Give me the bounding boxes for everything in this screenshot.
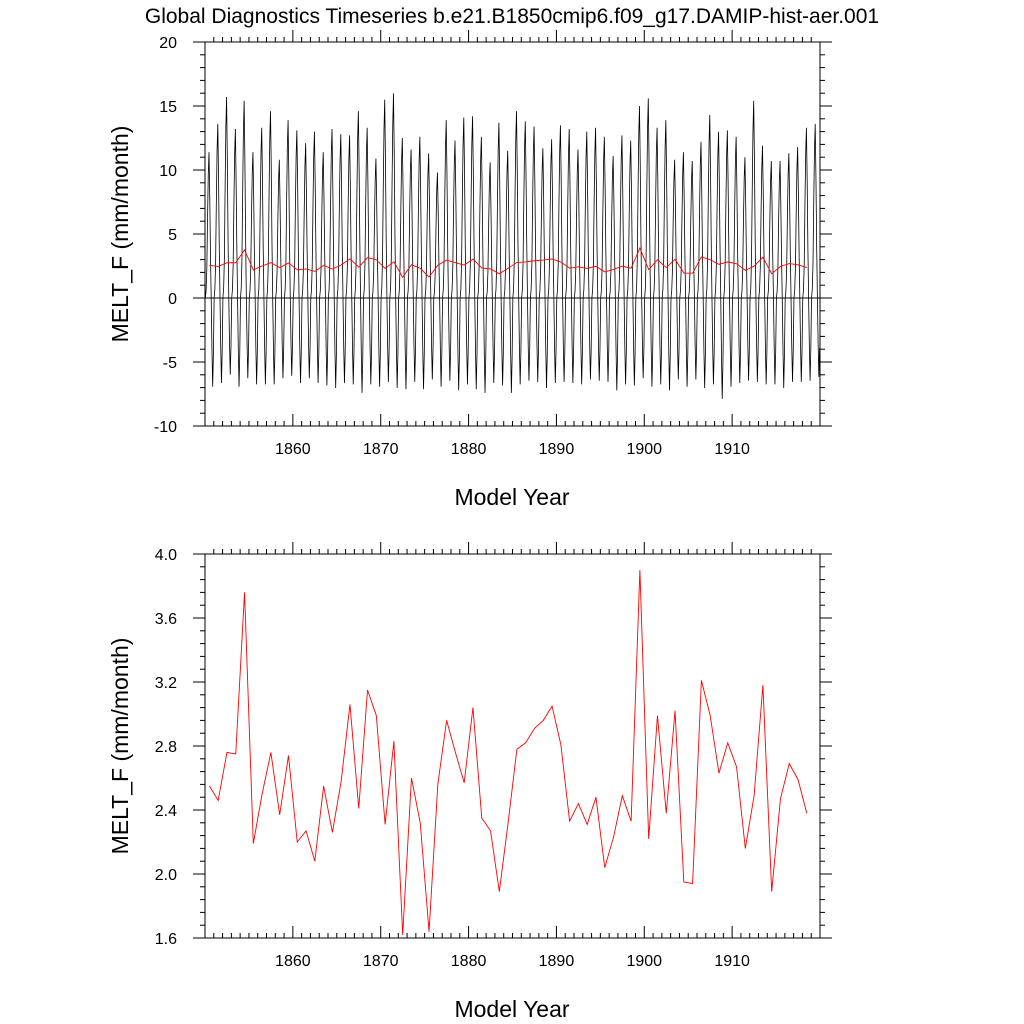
bottom-x-tick-label: 1860 <box>275 953 311 970</box>
bottom-annual-series-line <box>209 569 808 935</box>
top-plot-frame <box>204 41 821 427</box>
top-y-tick-label: 10 <box>159 163 177 180</box>
bottom-x-tick-label: 1900 <box>626 953 662 970</box>
top-y-tick-label: -5 <box>163 355 177 372</box>
top-y-tick-label: 15 <box>159 99 177 116</box>
top-x-tick-label: 1880 <box>451 441 487 458</box>
bottom-y-axis-label: MELT_F (mm/month) <box>107 638 133 855</box>
bottom-y-tick-label: 2.0 <box>155 867 177 884</box>
bottom-y-tick-label: 2.8 <box>155 739 177 756</box>
top-x-tick-label: 1860 <box>275 441 311 458</box>
bottom-x-tick-label: 1880 <box>451 953 487 970</box>
top-panel: 1860 1870 1880 1890 1900 1910 -10 -5 0 5 10 15 20 ME… <box>107 30 832 510</box>
top-y-tick-label: 5 <box>168 227 177 244</box>
bottom-y-tick-label: 3.6 <box>155 611 177 628</box>
top-y-tick-label: 20 <box>159 35 177 52</box>
bottom-x-tick-label: 1870 <box>363 953 399 970</box>
bottom-axis-ticks: 1860 1870 1880 1890 1900 1910 1.6 2.0 2.4 2.8 3.2 3… <box>155 542 832 970</box>
bottom-y-tick-label: 1.6 <box>155 931 177 948</box>
bottom-x-tick-label: 1890 <box>539 953 575 970</box>
bottom-y-tick-label: 3.2 <box>155 675 177 692</box>
bottom-panel: 1860 1870 1880 1890 1900 1910 1.6 2.0 2.4 2.8 3.2 3… <box>107 542 832 1022</box>
top-y-axis-label: MELT_F (mm/month) <box>107 126 133 343</box>
top-x-tick-label: 1890 <box>539 441 575 458</box>
bottom-plot-area <box>209 569 808 935</box>
top-x-tick-label: 1910 <box>714 441 750 458</box>
top-plot-area <box>204 93 820 399</box>
top-axis-ticks: 1860 1870 1880 1890 1900 1910 -10 -5 0 5 10 15 20 <box>154 30 832 458</box>
bottom-y-tick-label: 4.0 <box>155 547 177 564</box>
top-annual-series-line <box>209 246 807 279</box>
bottom-x-axis-label: Model Year <box>454 996 569 1022</box>
top-x-tick-label: 1870 <box>363 441 399 458</box>
top-y-tick-label: -10 <box>154 419 177 436</box>
top-x-tick-label: 1900 <box>626 441 662 458</box>
top-monthly-series-line <box>204 93 820 399</box>
bottom-plot-frame <box>204 553 821 939</box>
top-x-axis-label: Model Year <box>454 484 569 510</box>
top-y-tick-label: 0 <box>168 291 177 308</box>
bottom-x-tick-label: 1910 <box>714 953 750 970</box>
figure-title: Global Diagnostics Timeseries b.e21.B185… <box>145 5 879 28</box>
bottom-y-tick-label: 2.4 <box>155 803 177 820</box>
